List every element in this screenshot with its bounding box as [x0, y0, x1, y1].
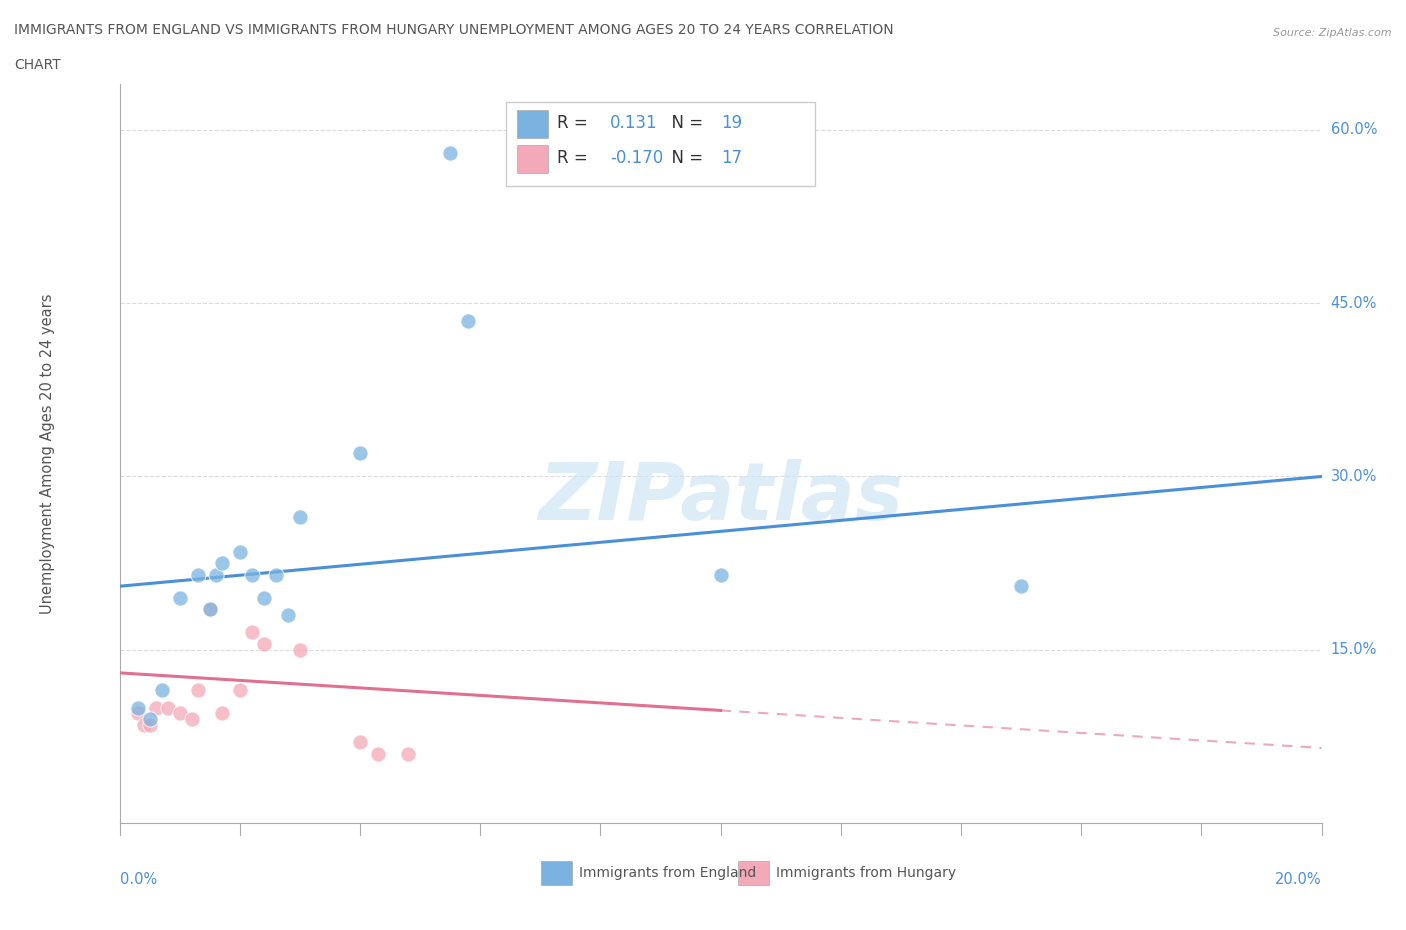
Text: -0.170: -0.170 [610, 149, 664, 167]
Point [156, 700, 179, 715]
Point [253, 636, 276, 651]
Text: Source: ZipAtlas.com: Source: ZipAtlas.com [1274, 28, 1392, 38]
Point [277, 607, 299, 622]
Point [240, 567, 263, 582]
Point [439, 146, 461, 161]
Text: 0.131: 0.131 [610, 113, 658, 132]
Text: 20.0%: 20.0% [1275, 871, 1322, 886]
Text: N =: N = [661, 113, 709, 132]
Point [367, 746, 389, 761]
Point [127, 700, 149, 715]
Text: N =: N = [661, 149, 709, 167]
Text: Immigrants from Hungary: Immigrants from Hungary [776, 866, 956, 881]
Point [187, 567, 209, 582]
Point [1010, 578, 1032, 593]
Point [180, 711, 202, 726]
Point [132, 717, 155, 732]
Point [198, 602, 221, 617]
Point [240, 625, 263, 640]
Text: 0.0%: 0.0% [120, 871, 156, 886]
Point [253, 591, 276, 605]
Point [349, 735, 371, 750]
Point [288, 510, 311, 525]
Point [709, 567, 731, 582]
Point [288, 643, 311, 658]
Point [127, 706, 149, 721]
Text: Immigrants from England: Immigrants from England [579, 866, 756, 881]
Point [150, 683, 173, 698]
Point [457, 313, 479, 328]
Point [187, 683, 209, 698]
Point [145, 700, 167, 715]
Text: R =: R = [557, 149, 593, 167]
Point [228, 683, 252, 698]
Point [138, 717, 160, 732]
Point [349, 445, 371, 460]
Point [264, 567, 287, 582]
Point [211, 556, 233, 571]
Text: ZIPatlas: ZIPatlas [538, 458, 903, 537]
Point [211, 706, 233, 721]
Text: 45.0%: 45.0% [1330, 296, 1376, 311]
Point [396, 746, 419, 761]
Point [228, 544, 252, 559]
Text: Unemployment Among Ages 20 to 24 years: Unemployment Among Ages 20 to 24 years [39, 293, 55, 614]
Text: CHART: CHART [14, 58, 60, 72]
Point [198, 602, 221, 617]
Text: 15.0%: 15.0% [1330, 643, 1376, 658]
Point [138, 711, 160, 726]
Point [204, 567, 226, 582]
Text: 60.0%: 60.0% [1330, 123, 1376, 138]
Point [169, 591, 191, 605]
Text: R =: R = [557, 113, 593, 132]
Point [169, 706, 191, 721]
Text: 19: 19 [721, 113, 742, 132]
Text: IMMIGRANTS FROM ENGLAND VS IMMIGRANTS FROM HUNGARY UNEMPLOYMENT AMONG AGES 20 TO: IMMIGRANTS FROM ENGLAND VS IMMIGRANTS FR… [14, 23, 894, 37]
Text: 17: 17 [721, 149, 742, 167]
Text: 30.0%: 30.0% [1330, 469, 1376, 484]
